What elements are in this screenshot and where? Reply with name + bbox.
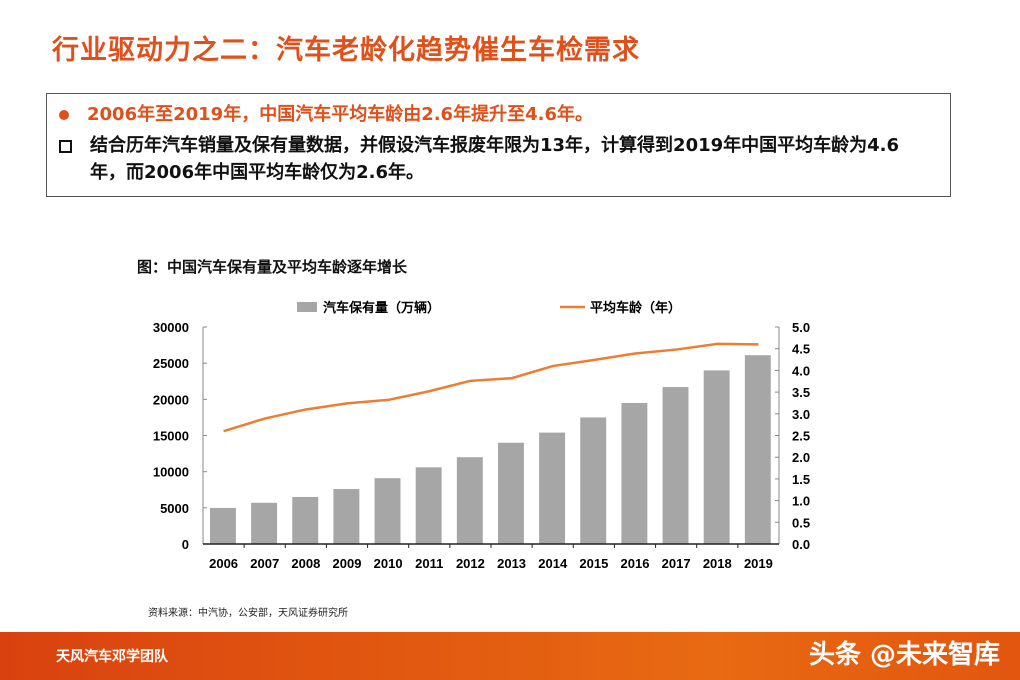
- bar-2008: [292, 496, 319, 544]
- x-tick-label: 2014: [538, 556, 568, 571]
- bullet-text: 结合历年汽车销量及保有量数据，并假设汽车报废年限为13年，计算得到2019年中国…: [90, 135, 900, 183]
- bullet-square-icon: [59, 139, 72, 153]
- footer-bar: 天风汽车邓学团队 头条 @未来智库: [0, 632, 1020, 680]
- x-tick-label: 2018: [703, 556, 732, 571]
- x-tick-label: 2016: [621, 556, 650, 571]
- right-tick-label: 5.0: [792, 320, 810, 335]
- summary-box: 2006年至2019年，中国汽车平均车龄由2.6年提升至4.6年。 结合历年汽车…: [46, 93, 951, 197]
- watermark: 头条 @未来智库: [808, 640, 1000, 670]
- left-tick-label: 25000: [153, 356, 189, 371]
- x-tick-label: 2009: [333, 556, 362, 571]
- x-tick-label: 2019: [744, 556, 773, 571]
- right-tick-label: 0.0: [792, 537, 810, 552]
- bullet-text: 2006年至2019年，中国汽车平均车龄由2.6年提升至4.6年。: [87, 104, 593, 125]
- x-tick-label: 2007: [250, 556, 279, 571]
- bar-2016: [621, 402, 648, 544]
- bar-2013: [497, 442, 524, 544]
- bar-2015: [580, 417, 607, 544]
- bar-2017: [662, 387, 689, 544]
- left-tick-label: 0: [182, 537, 189, 552]
- line-average-age: [223, 342, 759, 433]
- legend-line-label: 平均车龄（年）: [590, 300, 681, 315]
- bullet-1: 2006年至2019年，中国汽车平均车龄由2.6年提升至4.6年。: [59, 100, 593, 126]
- left-tick-label: 5000: [160, 501, 189, 516]
- right-tick-label: 1.5: [792, 472, 810, 487]
- x-tick-label: 2008: [291, 556, 320, 571]
- source-note: 资料来源：中汽协，公安部，天风证券研究所: [148, 608, 348, 619]
- left-tick-label: 15000: [153, 429, 189, 444]
- bar-2014: [539, 432, 566, 544]
- bar-2009: [333, 489, 360, 544]
- x-tick-label: 2017: [662, 556, 691, 571]
- bar-2011: [415, 467, 442, 544]
- footer-team: 天风汽车邓学团队: [56, 649, 168, 665]
- bar-2012: [456, 457, 483, 544]
- right-tick-label: 3.5: [792, 385, 810, 400]
- bar-2010: [374, 478, 401, 544]
- legend-bar-swatch: [297, 302, 317, 312]
- bullet-2: 结合历年汽车销量及保有量数据，并假设汽车报废年限为13年，计算得到2019年中国…: [59, 132, 939, 186]
- chart-title: 图：中国汽车保有量及平均车龄逐年增长: [137, 258, 408, 276]
- bar-2018: [703, 370, 730, 544]
- right-tick-label: 3.0: [792, 407, 810, 422]
- x-tick-label: 2015: [579, 556, 608, 571]
- legend-bar-label: 汽车保有量（万辆）: [323, 300, 440, 315]
- x-tick-label: 2006: [209, 556, 238, 571]
- bar-2007: [251, 502, 278, 544]
- bar-2006: [209, 507, 236, 544]
- right-tick-label: 0.5: [792, 515, 810, 530]
- x-tick-label: 2011: [415, 556, 443, 571]
- right-tick-label: 1.0: [792, 494, 810, 509]
- right-tick-label: 4.5: [792, 342, 810, 357]
- bar-2019: [744, 355, 771, 544]
- x-tick-label: 2013: [497, 556, 526, 571]
- right-tick-label: 4.0: [792, 363, 810, 378]
- left-tick-label: 30000: [153, 320, 189, 335]
- left-tick-label: 10000: [153, 465, 189, 480]
- right-tick-label: 2.5: [792, 429, 810, 444]
- bullet-dot-icon: [59, 110, 69, 120]
- left-tick-label: 20000: [153, 392, 189, 407]
- chart: 0 5000 10000 15000 20000 25000 30000 0.0 0.5 1.0 1…: [153, 300, 810, 571]
- x-tick-label: 2010: [374, 556, 403, 571]
- page-title: 行业驱动力之二：汽车老龄化趋势催生车检需求: [52, 35, 640, 66]
- x-tick-label: 2012: [456, 556, 485, 571]
- right-tick-label: 2.0: [792, 450, 810, 465]
